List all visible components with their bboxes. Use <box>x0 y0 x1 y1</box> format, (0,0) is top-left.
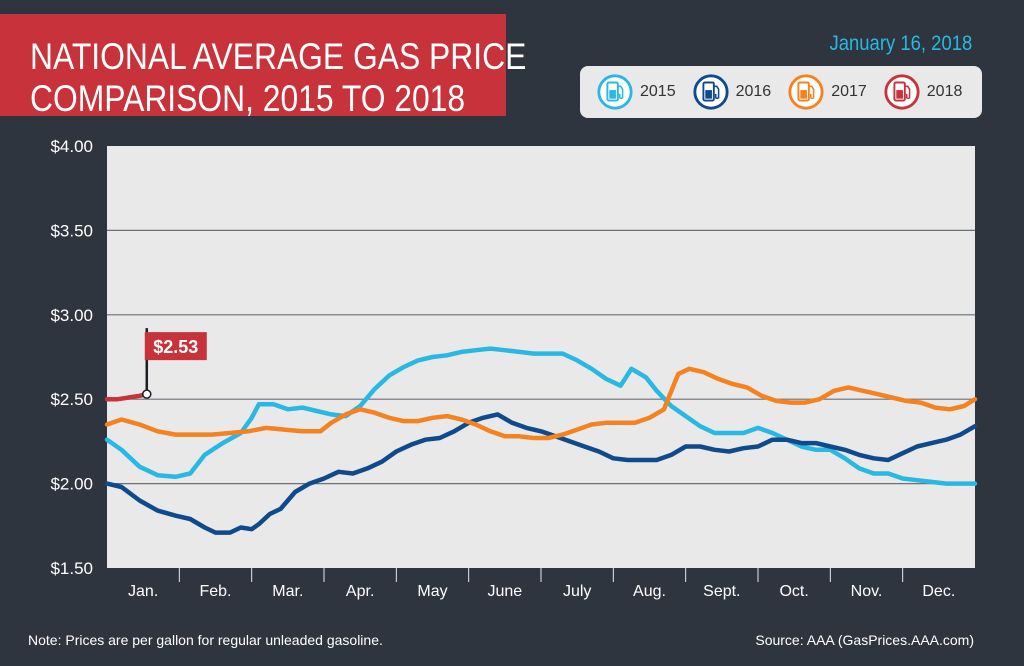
x-tick-label: Dec. <box>922 583 955 600</box>
x-tick-label: July <box>563 583 591 600</box>
x-tick-label: May <box>417 583 447 600</box>
legend-item-2015: 2015 <box>596 73 676 111</box>
legend-label: 2016 <box>735 83 772 100</box>
title-line-2: COMPARISON, 2015 TO 2018 <box>30 78 466 119</box>
x-tick-label: Feb. <box>199 583 231 600</box>
chart-title: NATIONAL AVERAGE GAS PRICE COMPARISON, 2… <box>30 36 526 120</box>
x-tick-label: Nov. <box>851 583 883 600</box>
x-tick-label: June <box>487 583 522 600</box>
x-tick-label: Sept. <box>703 583 740 600</box>
legend-item-2016: 2016 <box>692 73 772 111</box>
x-tick-label: Mar. <box>272 583 303 600</box>
y-tick-label: $4.00 <box>50 137 93 156</box>
series-line-2017 <box>104 366 978 441</box>
footnote: Note: Prices are per gallon for regular … <box>28 632 383 648</box>
callout-marker <box>142 389 152 399</box>
legend-item-2017: 2017 <box>787 73 867 111</box>
callout-flag <box>144 332 207 361</box>
legend-label: 2017 <box>831 83 867 100</box>
x-tick-label: Apr. <box>346 583 374 600</box>
series-line-2016 <box>104 412 978 535</box>
series-line-2015 <box>104 346 978 486</box>
x-tick-label: Aug. <box>633 583 666 600</box>
gas-pump-icon <box>597 74 633 110</box>
legend: 2015 2016 2017 2018 <box>580 66 982 118</box>
legend-label: 2018 <box>926 83 963 100</box>
y-tick-label: $2.50 <box>50 390 93 409</box>
legend-label: 2015 <box>640 83 676 100</box>
title-line-1: NATIONAL AVERAGE GAS PRICE <box>30 36 527 77</box>
y-tick-label: $3.50 <box>50 221 93 240</box>
gas-pump-icon <box>884 74 920 110</box>
callout-label: $2.53 <box>153 337 198 357</box>
y-tick-label: $1.50 <box>50 559 93 578</box>
x-tick-label: Oct. <box>779 583 808 600</box>
series-line-2018 <box>104 391 150 402</box>
y-tick-label: $2.00 <box>50 475 93 494</box>
x-tick-label: Jan. <box>128 583 158 600</box>
source-credit: Source: AAA (GasPrices.AAA.com) <box>755 632 974 648</box>
legend-item-2018: 2018 <box>883 73 963 111</box>
y-tick-label: $3.00 <box>50 306 93 325</box>
plot-area <box>107 146 975 568</box>
title-banner: NATIONAL AVERAGE GAS PRICE COMPARISON, 2… <box>0 14 526 119</box>
gas-pump-icon <box>693 74 729 110</box>
gas-pump-icon <box>788 74 824 110</box>
chart-date: January 16, 2018 <box>829 32 972 55</box>
